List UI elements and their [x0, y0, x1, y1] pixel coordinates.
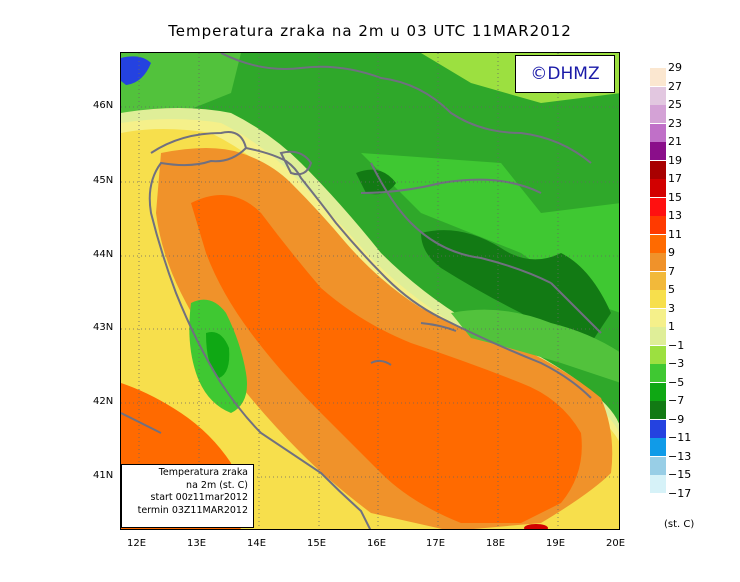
legend-label: 15 [668, 190, 682, 204]
legend-label: 27 [668, 79, 682, 93]
legend-swatch [650, 308, 666, 327]
legend-swatch [650, 401, 666, 419]
legend-swatch [650, 123, 666, 142]
lat-label-42n: 42N [93, 396, 114, 407]
legend-label: 1 [668, 320, 675, 333]
credit-badge: ©DHMZ [515, 55, 615, 93]
legend-swatch [650, 271, 666, 290]
lon-label-13e: 13E [187, 538, 207, 549]
legend-swatch [650, 68, 666, 86]
legend-label: −1 [668, 338, 685, 352]
map-title: Temperatura zraka na 2m u 03 UTC 11MAR20… [168, 22, 572, 40]
legend-label: −11 [668, 431, 692, 444]
graticule [121, 53, 619, 529]
legend-label: 13 [668, 209, 682, 222]
legend-label: 21 [668, 135, 682, 148]
legend-label: −15 [668, 468, 692, 481]
legend-label: 3 [668, 301, 675, 315]
legend-label: 7 [668, 264, 675, 278]
lon-label-16e: 16E [367, 538, 387, 549]
lon-label-20e: 20E [606, 538, 626, 549]
cold-interior-region [421, 230, 611, 343]
legend-swatch [650, 327, 666, 345]
temperature-map [120, 52, 620, 530]
legend-swatch [650, 456, 666, 475]
legend-swatch [650, 160, 666, 179]
alpine-cold-spot [121, 56, 151, 85]
legend-swatch [650, 419, 666, 438]
lon-label-15e: 15E [307, 538, 327, 549]
legend-label: 19 [668, 153, 682, 167]
lat-label-45n: 45N [93, 175, 114, 186]
info-line-2: na 2m (st. C) [186, 479, 248, 491]
lat-label-43n: 43N [93, 322, 114, 333]
legend-swatch [650, 179, 666, 197]
legend-swatch [650, 105, 666, 123]
legend-swatch [650, 197, 666, 216]
lat-label-44n: 44N [93, 249, 114, 260]
legend-label: −5 [668, 375, 685, 389]
info-line-4: termin 03Z11MAR2012 [137, 504, 248, 516]
legend-label: 17 [668, 172, 682, 185]
legend-label: 23 [668, 116, 682, 130]
legend-swatch [650, 364, 666, 382]
legend-units: (st. C) [664, 519, 695, 530]
legend-swatch [650, 253, 666, 271]
legend-label: 9 [668, 246, 675, 259]
legend-swatch [650, 234, 666, 253]
lat-label-46n: 46N [93, 100, 114, 111]
legend-label: 5 [668, 283, 675, 296]
coastline-borders [121, 53, 602, 529]
legend-swatch [650, 142, 666, 160]
lat-label-41n: 41N [93, 470, 114, 481]
legend-swatch [650, 382, 666, 401]
legend-swatch [650, 290, 666, 308]
adriatic-warm-core [191, 195, 582, 523]
lon-label-19e: 19E [546, 538, 566, 549]
legend-label: −13 [668, 449, 692, 463]
lon-label-18e: 18E [486, 538, 506, 549]
legend-label: −17 [668, 486, 692, 500]
legend-label: −9 [668, 412, 685, 426]
legend-swatch [650, 345, 666, 364]
legend-swatch [650, 216, 666, 234]
legend-swatch [650, 438, 666, 456]
legend-label: 29 [668, 61, 682, 74]
lon-label-14e: 14E [247, 538, 267, 549]
info-line-3: start 00z11mar2012 [150, 492, 248, 503]
info-line-1: Temperatura zraka [158, 467, 248, 478]
legend-label: 25 [668, 98, 682, 111]
legend-label: −3 [668, 357, 685, 370]
legend-swatch [650, 86, 666, 105]
legend-label: 11 [668, 227, 682, 241]
lon-label-17e: 17E [426, 538, 446, 549]
info-box: Temperatura zraka na 2m (st. C) start 00… [121, 464, 254, 528]
lon-label-12e: 12E [127, 538, 147, 549]
legend-label: −7 [668, 394, 685, 407]
legend-swatch [650, 475, 666, 493]
